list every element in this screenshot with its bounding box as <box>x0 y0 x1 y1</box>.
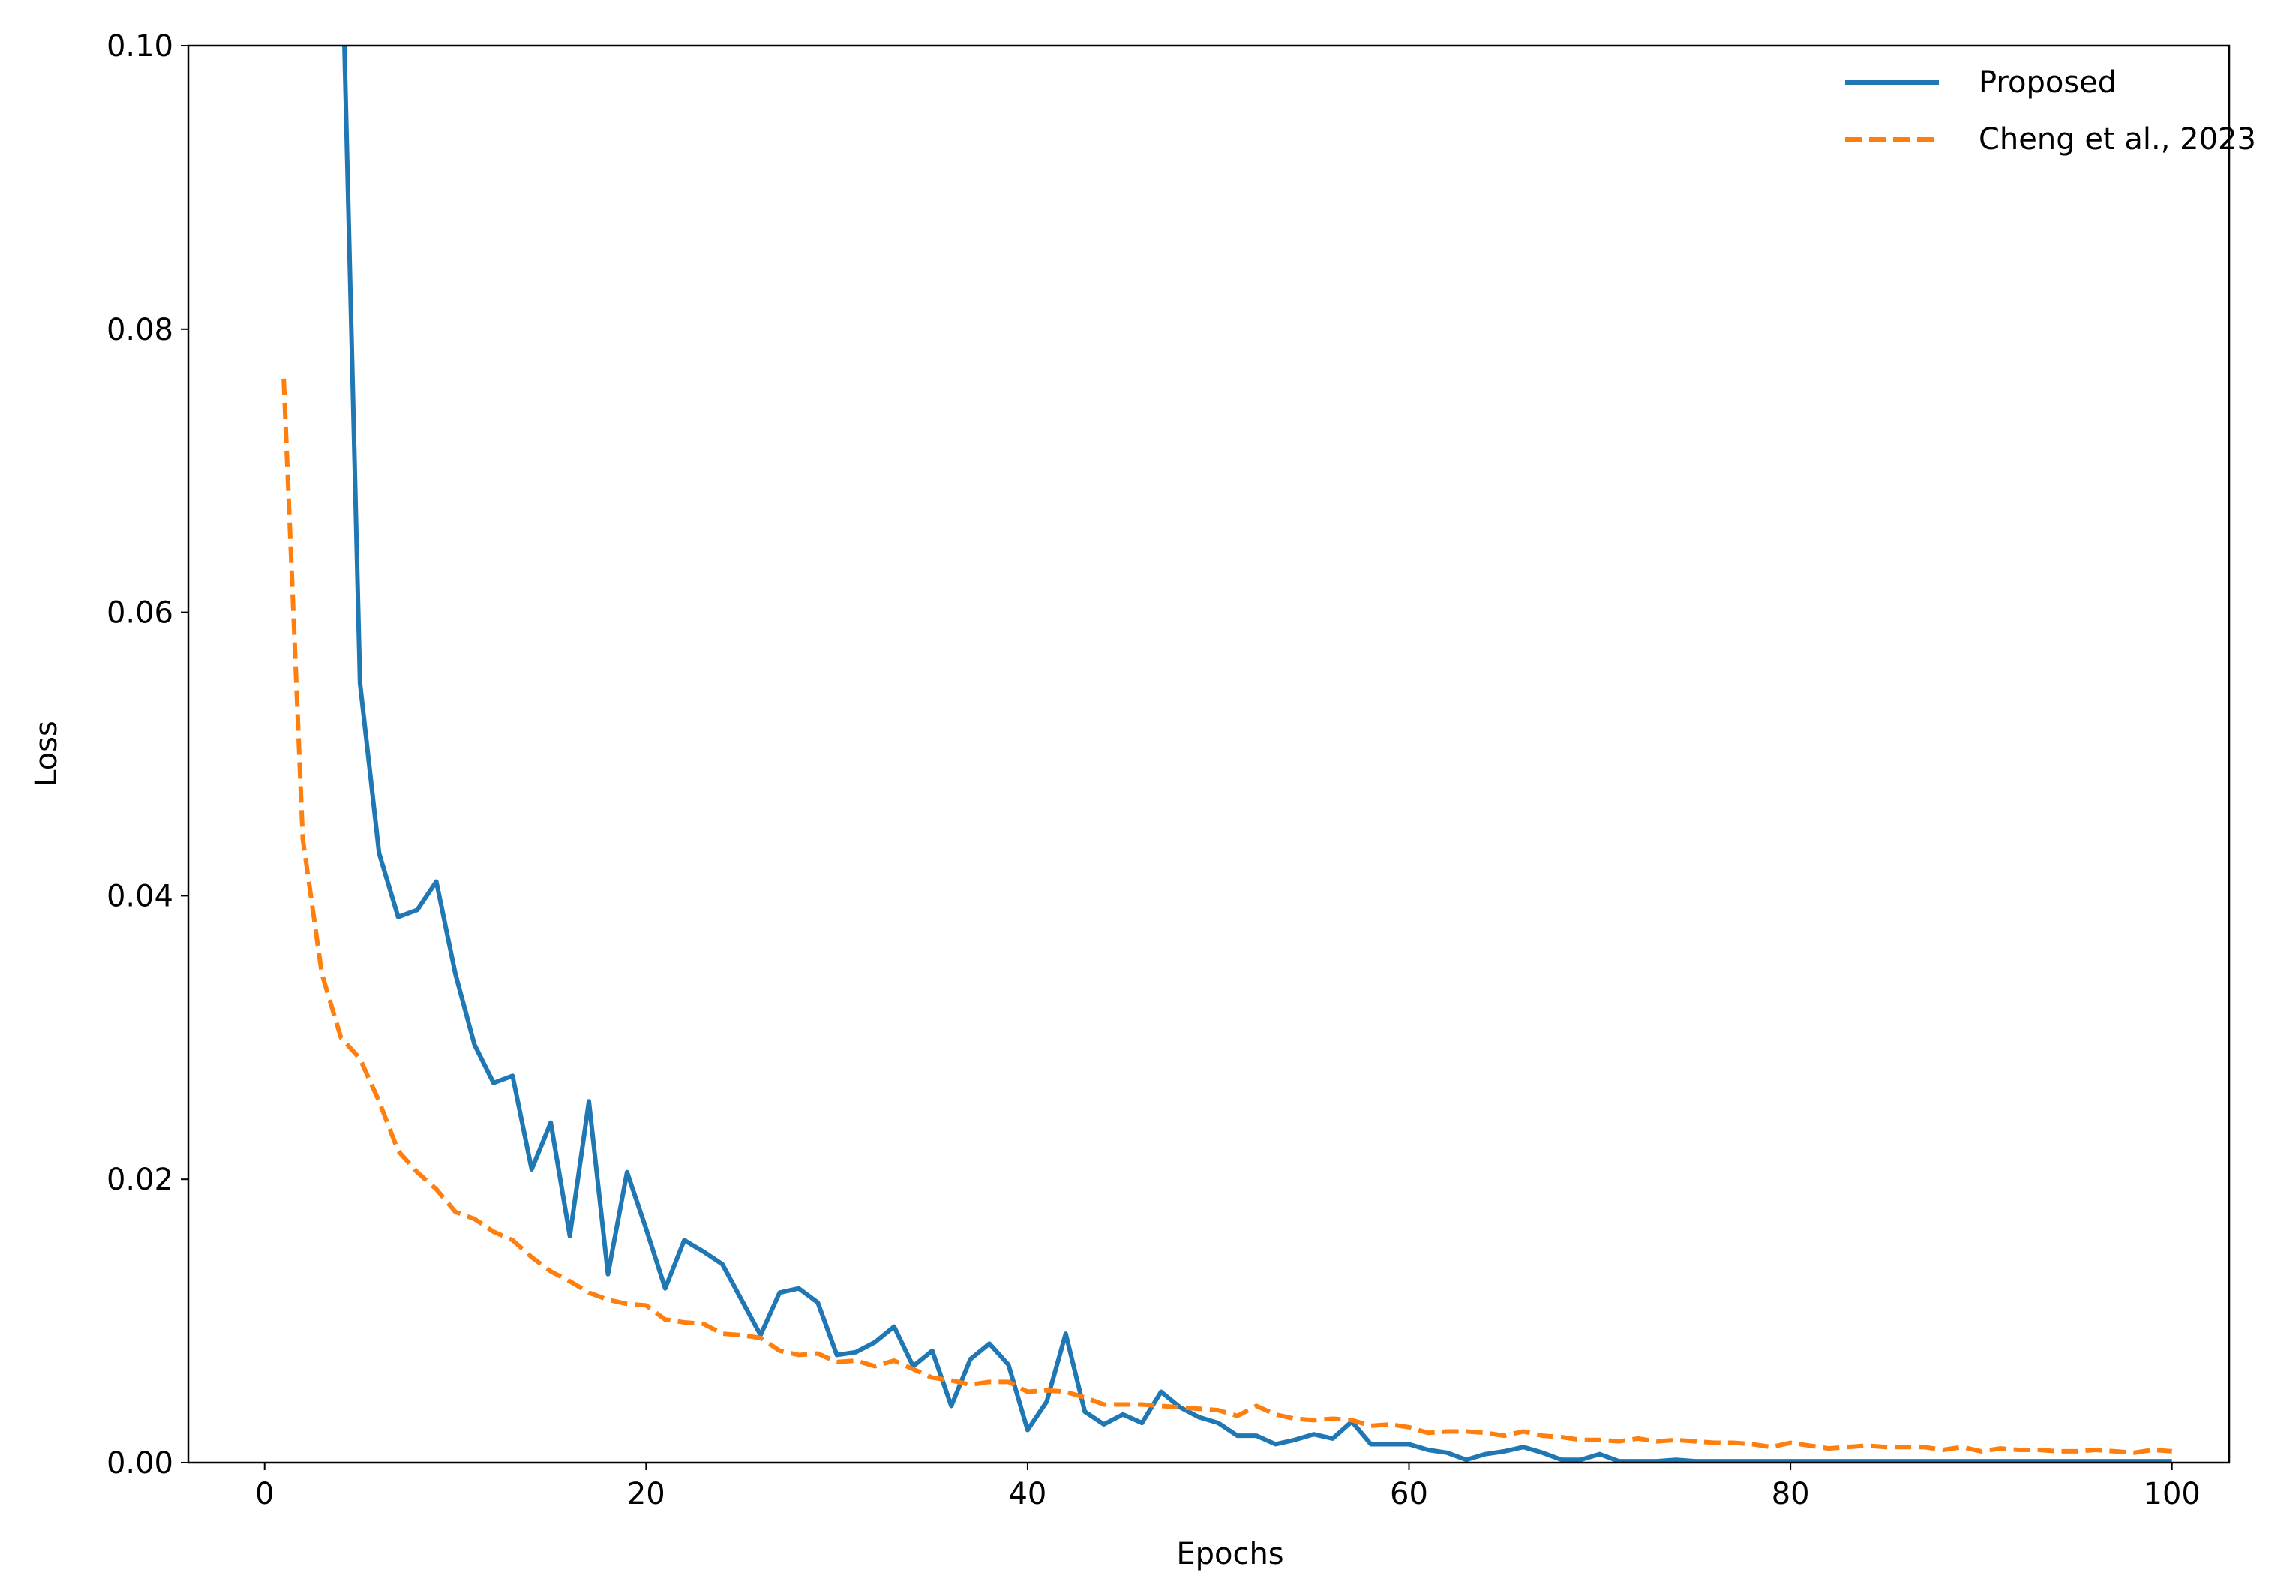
y-tick-label: 0.06 <box>107 596 173 631</box>
y-tick-label: 0.08 <box>107 313 173 347</box>
x-tick-label: 80 <box>1772 1477 1810 1511</box>
y-tick-label: 0.02 <box>107 1162 173 1197</box>
plot-frame <box>187 44 2231 1464</box>
x-tick-label: 0 <box>255 1477 274 1511</box>
series-line <box>342 46 2172 1462</box>
y-tick-label: 0.04 <box>107 879 173 914</box>
legend-label: Proposed <box>1979 65 2117 100</box>
y-tick-label: 0.10 <box>107 29 173 64</box>
y-axis-label: Loss <box>29 721 64 787</box>
series-line <box>281 378 2172 1455</box>
x-tick-label: 60 <box>1390 1477 1428 1511</box>
y-tick-label: 0.00 <box>107 1446 173 1480</box>
x-axis-label: Epochs <box>1176 1537 1283 1571</box>
x-tick-label: 100 <box>2144 1477 2201 1511</box>
legend-label: Cheng et al., 2023 <box>1979 122 2256 157</box>
x-tick-label: 40 <box>1008 1477 1046 1511</box>
x-tick-label: 20 <box>627 1477 665 1511</box>
